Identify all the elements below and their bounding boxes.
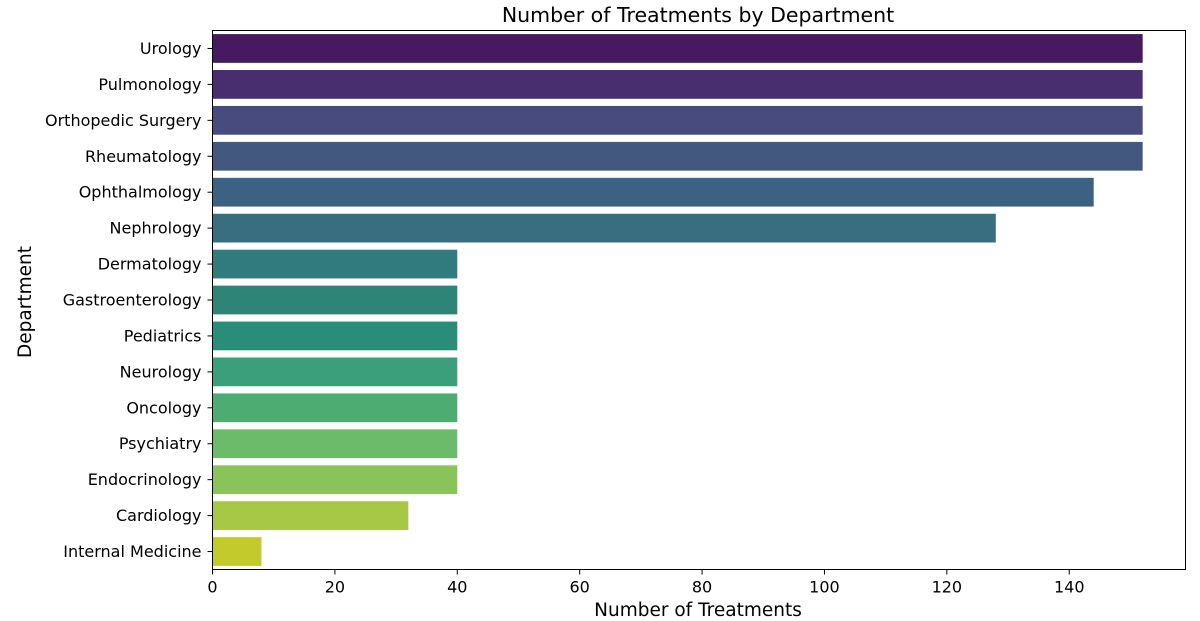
x-tick-label: 60 xyxy=(569,578,589,597)
bar-oncology xyxy=(212,393,458,423)
y-tick-label: Neurology xyxy=(120,362,202,381)
bar-pulmonology xyxy=(212,70,1143,99)
bar-psychiatry xyxy=(212,429,458,459)
x-tick-label: 100 xyxy=(809,578,840,597)
bar-nephrology xyxy=(212,213,996,243)
chart-title: Number of Treatments by Department xyxy=(502,3,894,27)
x-tick-label: 140 xyxy=(1054,578,1085,597)
bar-gastroenterology xyxy=(212,285,458,315)
bar-rheumatology xyxy=(212,141,1143,171)
y-tick-label: Cardiology xyxy=(116,506,202,525)
y-tick-label: Psychiatry xyxy=(119,434,202,453)
x-tick-label: 40 xyxy=(447,578,467,597)
bar-ophthalmology xyxy=(212,177,1094,207)
x-tick-label: 120 xyxy=(932,578,963,597)
bar-dermatology xyxy=(212,249,458,279)
y-axis: Urology Pulmonology Orthopedic Surgery Rheu… xyxy=(45,39,213,561)
bar-orthopedic-surgery xyxy=(212,105,1143,135)
x-tick-label: 20 xyxy=(325,578,345,597)
y-tick-label: Urology xyxy=(140,39,202,58)
bars-layer xyxy=(212,34,1143,566)
y-tick-label: Pulmonology xyxy=(98,75,201,94)
bar-cardiology xyxy=(212,501,409,530)
y-tick-label: Ophthalmology xyxy=(79,183,202,202)
y-tick-label: Internal Medicine xyxy=(63,542,201,561)
x-axis: 0 20 40 60 80 100 120 140 xyxy=(207,569,1085,597)
y-tick-label: Pediatrics xyxy=(124,326,202,345)
y-tick-label: Gastroenterology xyxy=(63,291,202,310)
bar-neurology xyxy=(212,357,458,387)
y-tick-label: Rheumatology xyxy=(85,147,202,166)
y-tick-label: Orthopedic Surgery xyxy=(45,111,202,130)
y-axis-title: Department xyxy=(15,246,36,358)
y-tick-label: Oncology xyxy=(126,398,201,417)
x-tick-label: 80 xyxy=(692,578,712,597)
bar-endocrinology xyxy=(212,465,458,495)
y-tick-label: Dermatology xyxy=(98,255,202,274)
plot-frame xyxy=(212,30,1186,570)
y-tick-label: Endocrinology xyxy=(88,470,202,489)
bar-internal-medicine xyxy=(212,537,262,566)
bar-pediatrics xyxy=(212,321,458,351)
x-tick-label: 0 xyxy=(207,578,217,597)
bar-urology xyxy=(212,34,1143,63)
y-tick-label: Nephrology xyxy=(110,219,202,238)
x-axis-title: Number of Treatments xyxy=(594,600,802,621)
